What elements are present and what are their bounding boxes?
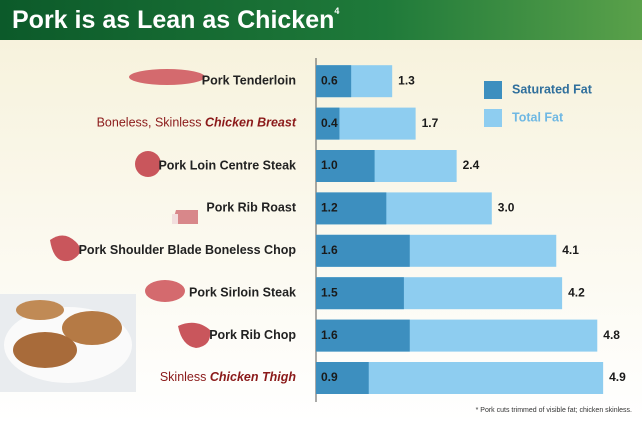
category-label: Pork Sirloin Steak xyxy=(189,285,296,299)
total-label: 4.9 xyxy=(609,370,626,384)
saturated-label: 0.6 xyxy=(321,73,338,87)
saturated-label: 1.6 xyxy=(321,328,338,342)
saturated-label: 0.9 xyxy=(321,370,338,384)
saturated-label: 0.4 xyxy=(321,116,338,130)
category-label: Boneless, Skinless Chicken Breast xyxy=(97,116,297,130)
legend-label: Saturated Fat xyxy=(512,82,593,96)
category-plain: Skinless xyxy=(160,370,210,384)
saturated-label: 1.5 xyxy=(321,285,338,299)
bar xyxy=(316,107,340,140)
saturated-label: 1.2 xyxy=(321,201,338,215)
bar xyxy=(316,277,404,310)
total-label: 2.4 xyxy=(463,158,480,172)
total-label: 4.1 xyxy=(562,243,579,257)
category-emphasis: Chicken Breast xyxy=(205,116,297,130)
chart-title: Pork is as Lean as Chicken4 xyxy=(12,6,339,34)
bar xyxy=(316,192,387,225)
bar xyxy=(316,234,410,267)
category-plain: Boneless, Skinless xyxy=(97,116,205,130)
category-label: Pork Loin Centre Steak xyxy=(158,158,296,172)
bar xyxy=(316,362,369,394)
category-label: Pork Rib Roast xyxy=(206,201,296,215)
food-images xyxy=(0,69,211,392)
total-label: 4.8 xyxy=(603,328,620,342)
category-label: Skinless Chicken Thigh xyxy=(160,370,297,384)
total-label: 4.2 xyxy=(568,285,585,299)
category-label: Pork Rib Chop xyxy=(209,328,296,342)
title-note: 4 xyxy=(334,6,339,16)
legend-swatch xyxy=(484,109,502,127)
saturated-label: 1.0 xyxy=(321,158,338,172)
legend-swatch xyxy=(484,81,502,99)
category-emphasis: Chicken Thigh xyxy=(210,370,296,384)
saturated-label: 1.6 xyxy=(321,243,338,257)
legend-label: Total Fat xyxy=(512,110,564,124)
footnote: * Pork cuts trimmed of visible fat; chic… xyxy=(476,407,632,414)
header-bar xyxy=(0,0,642,40)
category-label: Pork Tenderloin xyxy=(202,73,296,87)
title-text: Pork is as Lean as Chicken xyxy=(12,6,334,34)
category-label: Pork Shoulder Blade Boneless Chop xyxy=(79,243,297,257)
bar xyxy=(316,150,375,182)
total-label: 1.3 xyxy=(398,73,415,87)
total-label: 1.7 xyxy=(422,116,439,130)
total-label: 3.0 xyxy=(498,201,515,215)
bar xyxy=(316,65,352,98)
bar xyxy=(316,319,410,352)
